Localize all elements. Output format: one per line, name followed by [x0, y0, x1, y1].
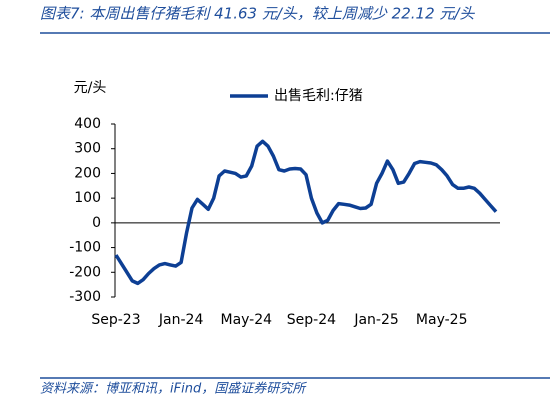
y-tick-label: 200 — [74, 165, 101, 181]
y-tick-label: 400 — [74, 116, 101, 132]
legend-label: 出售毛利:仔猪 — [274, 88, 363, 104]
x-tick-label: Jan-24 — [158, 312, 204, 328]
chart-title: 图表7: 本周出售仔猪毛利 41.63 元/头，较上周减少 22.12 元/头 — [40, 5, 475, 23]
source: 资料来源：博亚和讯，iFind，国盛证券研究所 — [40, 381, 307, 397]
x-tick-label: May-24 — [220, 312, 272, 328]
y-tick-label: 0 — [92, 215, 101, 231]
y-tick-label: -300 — [69, 289, 101, 305]
x-tick-label: Sep-24 — [287, 312, 336, 328]
series-line — [114, 139, 498, 286]
x-tick-label: May-25 — [416, 312, 468, 328]
y-axis-label: 元/头 — [74, 80, 107, 96]
y-tick-label: -200 — [69, 264, 101, 280]
y-tick-label: 300 — [74, 141, 101, 157]
x-tick-label: Sep-23 — [91, 312, 140, 328]
y-tick-label: 100 — [74, 190, 101, 206]
x-tick-label: Jan-25 — [353, 312, 398, 328]
y-tick-label: -100 — [69, 240, 101, 256]
